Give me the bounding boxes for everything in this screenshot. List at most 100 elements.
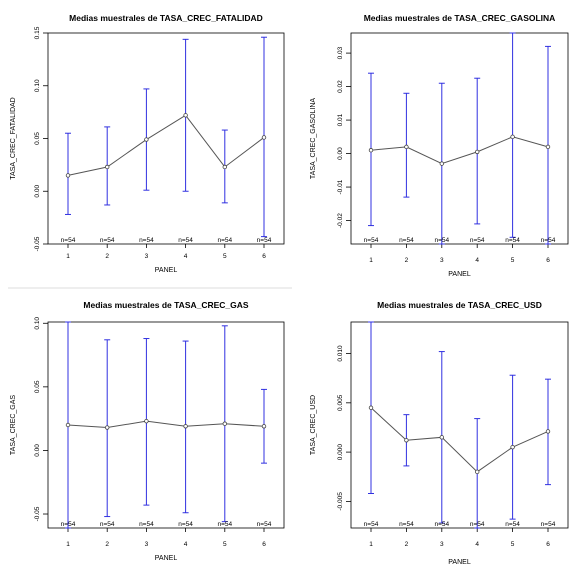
mean-line — [370, 407, 549, 473]
y-tick-label: 0.005 — [337, 394, 344, 411]
mean-point — [510, 444, 515, 450]
plot-frame — [47, 321, 285, 529]
mean-point — [104, 164, 110, 170]
x-tick-label: 2 — [105, 541, 109, 548]
mean-point — [404, 438, 409, 443]
n-label: n=54 — [178, 521, 193, 528]
y-tick-label: -0.01 — [337, 179, 344, 194]
mean-point — [404, 144, 409, 150]
x-tick-label: 3 — [145, 253, 149, 260]
x-tick-label: 2 — [405, 541, 409, 548]
n-label: n=54 — [470, 237, 485, 244]
y-axis-label: TASA_CREC_GASOLINA — [310, 98, 317, 180]
n-label: n=54 — [541, 237, 556, 244]
n-label: n=54 — [364, 521, 379, 528]
plot-frame — [47, 32, 285, 245]
chart-title: Medias muestrales de TASA_CREC_USD — [377, 300, 542, 310]
y-tick-label: 0.000 — [337, 444, 344, 461]
y-tick-label: 0.00 — [34, 185, 41, 198]
x-tick-label: 5 — [223, 253, 227, 260]
mean-point — [144, 137, 149, 142]
mean-point — [65, 422, 71, 428]
y-axis-label: TASA_CREC_USD — [310, 395, 317, 455]
chart-title: Medias muestrales de TASA_CREC_GAS — [83, 300, 249, 310]
mean-line — [67, 420, 265, 429]
n-label: n=54 — [399, 237, 414, 244]
n-label: n=54 — [505, 521, 520, 528]
y-axis-label: TASA_CREC_FATALIDAD — [10, 97, 17, 179]
y-tick-label: 0.010 — [337, 345, 344, 362]
y-tick-label: -0.05 — [34, 236, 41, 251]
mean-point — [510, 134, 515, 140]
n-label: n=54 — [61, 237, 76, 244]
mean-point — [183, 113, 188, 118]
mean-point — [368, 405, 374, 410]
n-label: n=54 — [364, 237, 379, 244]
y-tick-label: 0.02 — [337, 80, 344, 93]
chart-title: Medias muestrales de TASA_CREC_FATALIDAD — [69, 13, 263, 23]
n-label: n=54 — [257, 521, 272, 528]
mean-point — [475, 149, 480, 155]
mean-point — [183, 424, 188, 429]
mean-point — [65, 173, 71, 178]
x-tick-label: 5 — [511, 257, 515, 264]
mean-point — [104, 425, 110, 430]
mean-point — [439, 435, 444, 440]
x-tick-label: 6 — [546, 541, 550, 548]
x-tick-label: 4 — [184, 253, 188, 260]
y-tick-label: 0.15 — [34, 26, 41, 39]
x-tick-label: 4 — [184, 541, 188, 548]
chart-panel: Medias muestrales de TASA_CREC_GASOLINA -… — [310, 13, 569, 278]
n-label: n=54 — [61, 521, 76, 528]
mean-line — [67, 114, 265, 176]
x-tick-label: 3 — [440, 541, 444, 548]
y-tick-label: 0.00 — [34, 444, 41, 457]
mean-point — [261, 424, 267, 429]
n-label: n=54 — [434, 237, 449, 244]
y-tick-label: -0.05 — [34, 506, 41, 521]
n-label: n=54 — [434, 521, 449, 528]
y-tick-label: 0.00 — [337, 147, 344, 160]
x-tick-label: 3 — [145, 541, 149, 548]
chart-panel: Medias muestrales de TASA_CREC_FATALIDAD… — [10, 13, 285, 274]
y-tick-label: 0.05 — [34, 132, 41, 145]
n-label: n=54 — [217, 237, 232, 244]
y-tick-label: -0.005 — [337, 492, 344, 511]
x-tick-label: 1 — [66, 541, 70, 548]
x-tick-label: 5 — [223, 541, 227, 548]
x-tick-label: 6 — [262, 253, 266, 260]
n-label: n=54 — [541, 521, 556, 528]
mean-point — [222, 421, 227, 426]
mean-point — [222, 164, 227, 170]
n-label: n=54 — [217, 521, 232, 528]
n-label: n=54 — [399, 521, 414, 528]
n-label: n=54 — [139, 237, 154, 244]
x-tick-label: 1 — [369, 257, 373, 264]
x-tick-label: 6 — [546, 257, 550, 264]
chart-panel: Medias muestrales de TASA_CREC_GAS -0.05 0… — [10, 300, 285, 562]
chart-title: Medias muestrales de TASA_CREC_GASOLINA — [364, 13, 556, 23]
n-label: n=54 — [470, 521, 485, 528]
mean-point — [439, 161, 444, 166]
x-axis-label: PANEL — [155, 555, 178, 562]
x-tick-label: 5 — [511, 541, 515, 548]
mean-point — [261, 135, 267, 140]
mean-line — [370, 136, 549, 165]
x-tick-label: 1 — [66, 253, 70, 260]
y-axis-label: TASA_CREC_GAS — [10, 395, 17, 455]
x-axis-label: PANEL — [155, 267, 178, 274]
mean-point — [144, 418, 149, 424]
mean-point — [368, 148, 374, 153]
chart-panel: Medias muestrales de TASA_CREC_USD -0.005… — [310, 300, 569, 566]
y-tick-label: 0.10 — [34, 79, 41, 92]
plot-frame — [350, 32, 569, 245]
x-tick-label: 6 — [262, 541, 266, 548]
mean-point — [545, 429, 551, 434]
x-tick-label: 3 — [440, 257, 444, 264]
y-tick-label: -0.02 — [337, 213, 344, 228]
n-label: n=54 — [178, 237, 193, 244]
x-tick-label: 4 — [475, 541, 479, 548]
plot-frame — [350, 321, 569, 529]
x-tick-label: 2 — [405, 257, 409, 264]
